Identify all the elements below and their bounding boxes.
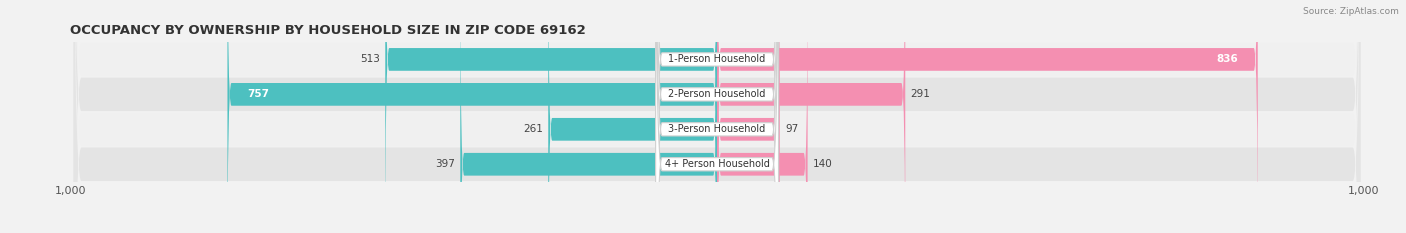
FancyBboxPatch shape xyxy=(655,0,779,233)
Text: 291: 291 xyxy=(911,89,931,99)
Text: 3-Person Household: 3-Person Household xyxy=(668,124,766,134)
Text: OCCUPANCY BY OWNERSHIP BY HOUSEHOLD SIZE IN ZIP CODE 69162: OCCUPANCY BY OWNERSHIP BY HOUSEHOLD SIZE… xyxy=(70,24,586,37)
Text: 261: 261 xyxy=(523,124,543,134)
FancyBboxPatch shape xyxy=(460,0,717,233)
FancyBboxPatch shape xyxy=(73,0,1361,233)
FancyBboxPatch shape xyxy=(73,0,1361,233)
FancyBboxPatch shape xyxy=(548,0,717,233)
Text: 513: 513 xyxy=(360,55,380,64)
FancyBboxPatch shape xyxy=(73,0,1361,233)
FancyBboxPatch shape xyxy=(717,0,807,233)
Text: 4+ Person Household: 4+ Person Household xyxy=(665,159,769,169)
FancyBboxPatch shape xyxy=(717,0,1258,233)
Text: Source: ZipAtlas.com: Source: ZipAtlas.com xyxy=(1303,7,1399,16)
Text: 757: 757 xyxy=(247,89,269,99)
FancyBboxPatch shape xyxy=(717,0,905,233)
Text: 397: 397 xyxy=(436,159,456,169)
Text: 836: 836 xyxy=(1216,55,1239,64)
Text: 2-Person Household: 2-Person Household xyxy=(668,89,766,99)
Text: 97: 97 xyxy=(785,124,799,134)
FancyBboxPatch shape xyxy=(385,0,717,233)
Text: 140: 140 xyxy=(813,159,832,169)
FancyBboxPatch shape xyxy=(655,0,779,233)
FancyBboxPatch shape xyxy=(655,0,779,233)
FancyBboxPatch shape xyxy=(228,0,717,233)
FancyBboxPatch shape xyxy=(717,0,780,233)
FancyBboxPatch shape xyxy=(655,0,779,233)
FancyBboxPatch shape xyxy=(73,0,1361,233)
Text: 1-Person Household: 1-Person Household xyxy=(668,55,766,64)
